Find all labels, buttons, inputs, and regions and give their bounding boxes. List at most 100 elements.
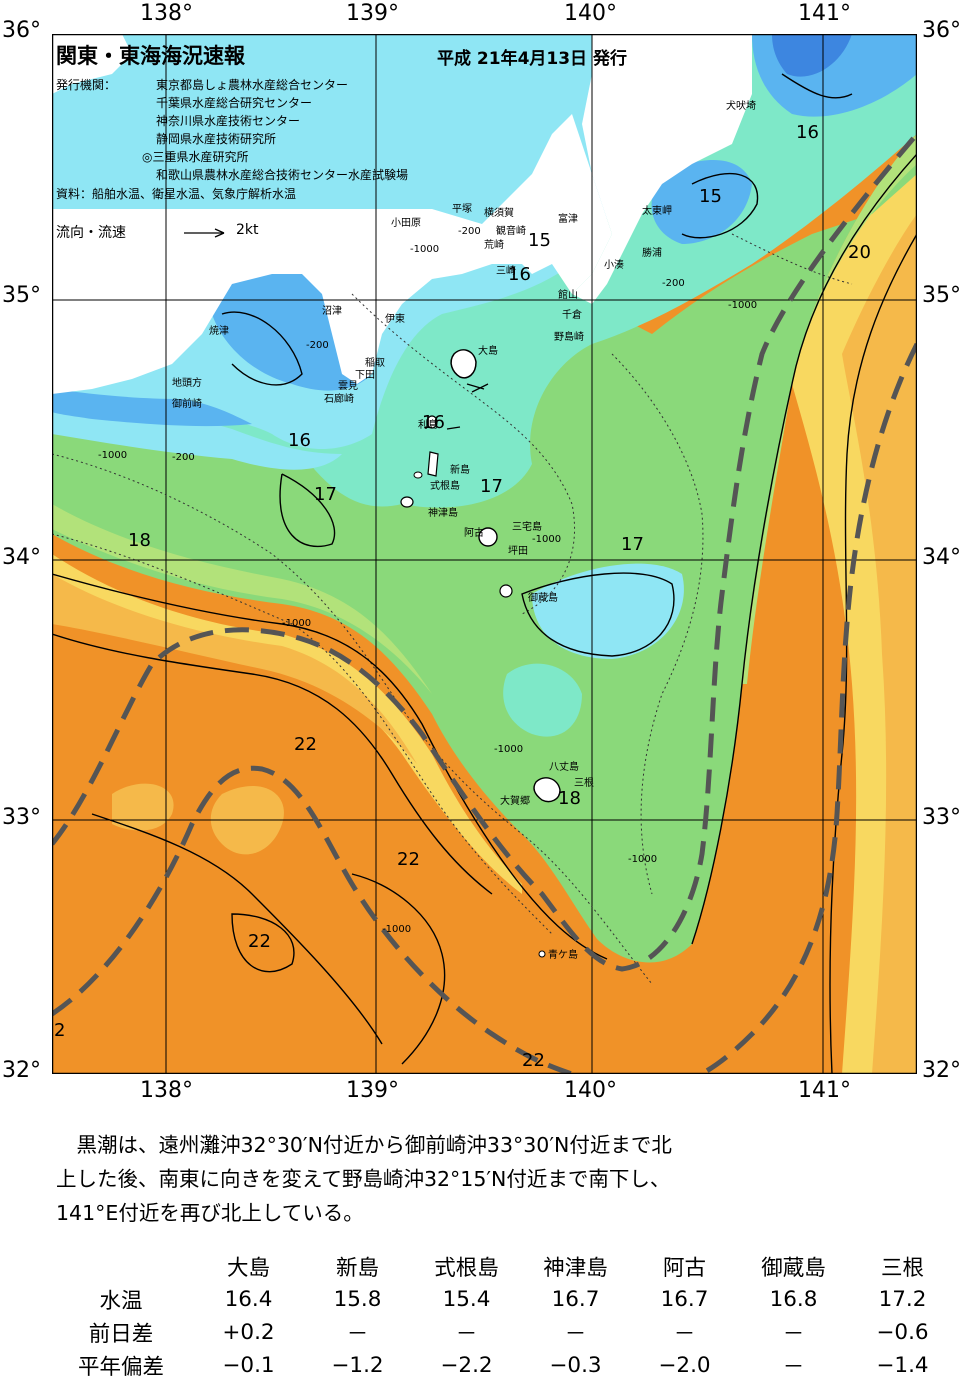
cell: −1.4 [876,1353,929,1378]
agency-5: ◎三重県水産研究所 [142,150,249,164]
header-kozushima: 神津島 [543,1256,608,1281]
lat-label-34-left: 34° [2,545,41,570]
isotherm-label-16-west: 16 [288,430,311,451]
agency-3: 神奈川県水産技術センター [156,114,301,128]
place-yokosuka: 横須賀 [484,208,514,219]
place-odawara: 小田原 [391,218,421,229]
place-chikura: 千倉 [562,310,582,321]
lat-label-32-left: 32° [2,1058,41,1083]
flow-legend-scale: 2kt [236,222,259,238]
place-katsuura: 勝浦 [642,248,662,259]
row-label: 平年偏差 [77,1355,164,1380]
place-taitomisaki: 太東岬 [642,206,672,217]
place-mitsune: 三根 [574,778,594,789]
header-mitsune: 三根 [880,1256,924,1281]
lat-label-34-right: 34° [922,545,961,570]
lon-label-140-top: 140° [564,1,617,26]
place-jitogata: 地頭方 [172,378,202,389]
flow-legend-label: 流向・流速 [56,225,126,241]
lat-label-36-left: 36° [2,18,41,43]
island-hachijojima [533,777,561,803]
cell: −0.1 [222,1353,275,1378]
sea-temperature-map: 関東・東海海況速報 平成 21年4月13日 発行 発行機関： 東京都島しょ農林水… [52,34,917,1074]
land-northwest-corner [52,34,132,94]
place-yaizu: 焼津 [209,326,229,337]
depth-label-1000-a: -1000 [410,244,440,255]
place-miyakejima: 三宅島 [512,522,542,533]
isotherm-label-16-ne: 16 [796,122,819,143]
kuroshio-description-line-1: 黒潮は、遠州灘沖32°30′N付近から御前崎沖33°30′N付近まで北 [56,1133,672,1157]
cell: −1.2 [331,1353,384,1378]
lat-label-35-left: 35° [2,283,41,308]
header-oshima: 大島 [226,1256,270,1281]
island-miyakejima [478,527,498,547]
isotherm-label-16-misaki: 16 [508,264,531,285]
place-shimoda: 下田 [355,370,375,381]
cell: － [782,1322,805,1347]
water-patch-2 [112,783,174,831]
place-toshima: 利島 [418,420,438,431]
map-title: 関東・東海海況速報 [56,44,245,68]
isotherm-label-22-b: 22 [397,849,420,870]
land-boso [572,34,752,304]
lon-label-138-bottom: 138° [140,1078,193,1103]
lon-label-139-top: 139° [346,1,399,26]
flow-scale-arrow [184,228,225,238]
table-header-row: 大島 新島 式根島 神津島 阿古 御蔵島 三根 [48,1250,957,1283]
island-toshima [426,415,438,429]
isotherm-label-20: 20 [848,242,871,263]
place-inatori: 稲取 [365,358,385,369]
header-shikinejima: 式根島 [434,1256,499,1281]
lat-label-33-left: 33° [2,805,41,830]
place-shikinejima: 式根島 [430,481,460,492]
cell: +0.2 [222,1320,275,1345]
place-futtsu: 富津 [558,214,578,225]
cell: － [455,1322,478,1347]
place-oshima: 大島 [478,346,498,357]
isotherm-label-15-boso: 15 [699,186,722,207]
island-kozushima [400,496,414,508]
lon-label-139-bottom: 139° [346,1078,399,1103]
island-oshima [450,349,477,379]
header-mikurajima: 御蔵島 [761,1256,826,1281]
water-yellow-west [52,554,522,894]
cell: −2.0 [658,1353,711,1378]
lon-label-141-bottom: 141° [798,1078,851,1103]
place-ako: 阿古 [464,528,484,539]
depth-label-1000-h: -1000 [382,924,412,935]
depth-label-200-d: -200 [172,452,195,463]
cell: 16.7 [551,1287,600,1312]
island-mikurajima [499,584,513,598]
place-kumomi: 雲見 [338,381,358,392]
table-row-water-temp: 水温 16.4 15.8 15.4 16.7 16.7 16.8 17.2 [48,1283,957,1316]
isotherm-label-18-west: 18 [128,530,151,551]
current-arrows [446,383,489,430]
place-kominato: 小湊 [604,260,624,271]
cell: 15.4 [442,1287,491,1312]
water-lightgreen-west [52,504,432,694]
cell: −0.3 [549,1353,602,1378]
place-aogashima: 青ケ島 [548,950,578,961]
depth-label-1000-b: -1000 [728,300,758,311]
cell: 17.2 [878,1287,927,1312]
place-mikurajima: 御蔵島 [528,593,558,604]
place-omaezaki: 御前崎 [172,399,202,410]
isotherm-label-18-hachijo: 18 [558,788,581,809]
depth-label-1000-g: -1000 [628,854,658,865]
data-sources: 資料：船舶水温、衛星水温、気象庁解析水温 [56,187,297,201]
place-tateyama: 館山 [558,290,578,301]
place-kannonzaki: 観音崎 [496,226,526,237]
isotherm-label-16-toshima: 16 [422,412,445,433]
island-temperature-table: 大島 新島 式根島 神津島 阿古 御蔵島 三根 水温 16.4 15.8 15.… [48,1250,957,1382]
depth-contours [52,233,853,985]
water-cyan-eddy [532,563,684,659]
depth-label-1000-c: -1000 [98,450,128,461]
depth-label-200-a: -200 [458,226,481,237]
place-niijima: 新島 [450,465,470,476]
lon-label-138-top: 138° [140,1,193,26]
cell: － [564,1322,587,1347]
land-izu-sagami [52,114,612,394]
cell: −0.6 [876,1320,929,1345]
water-cold-west [52,389,252,427]
agency-6: 和歌山県農林水産総合技術センター水産試験場 [156,168,409,182]
